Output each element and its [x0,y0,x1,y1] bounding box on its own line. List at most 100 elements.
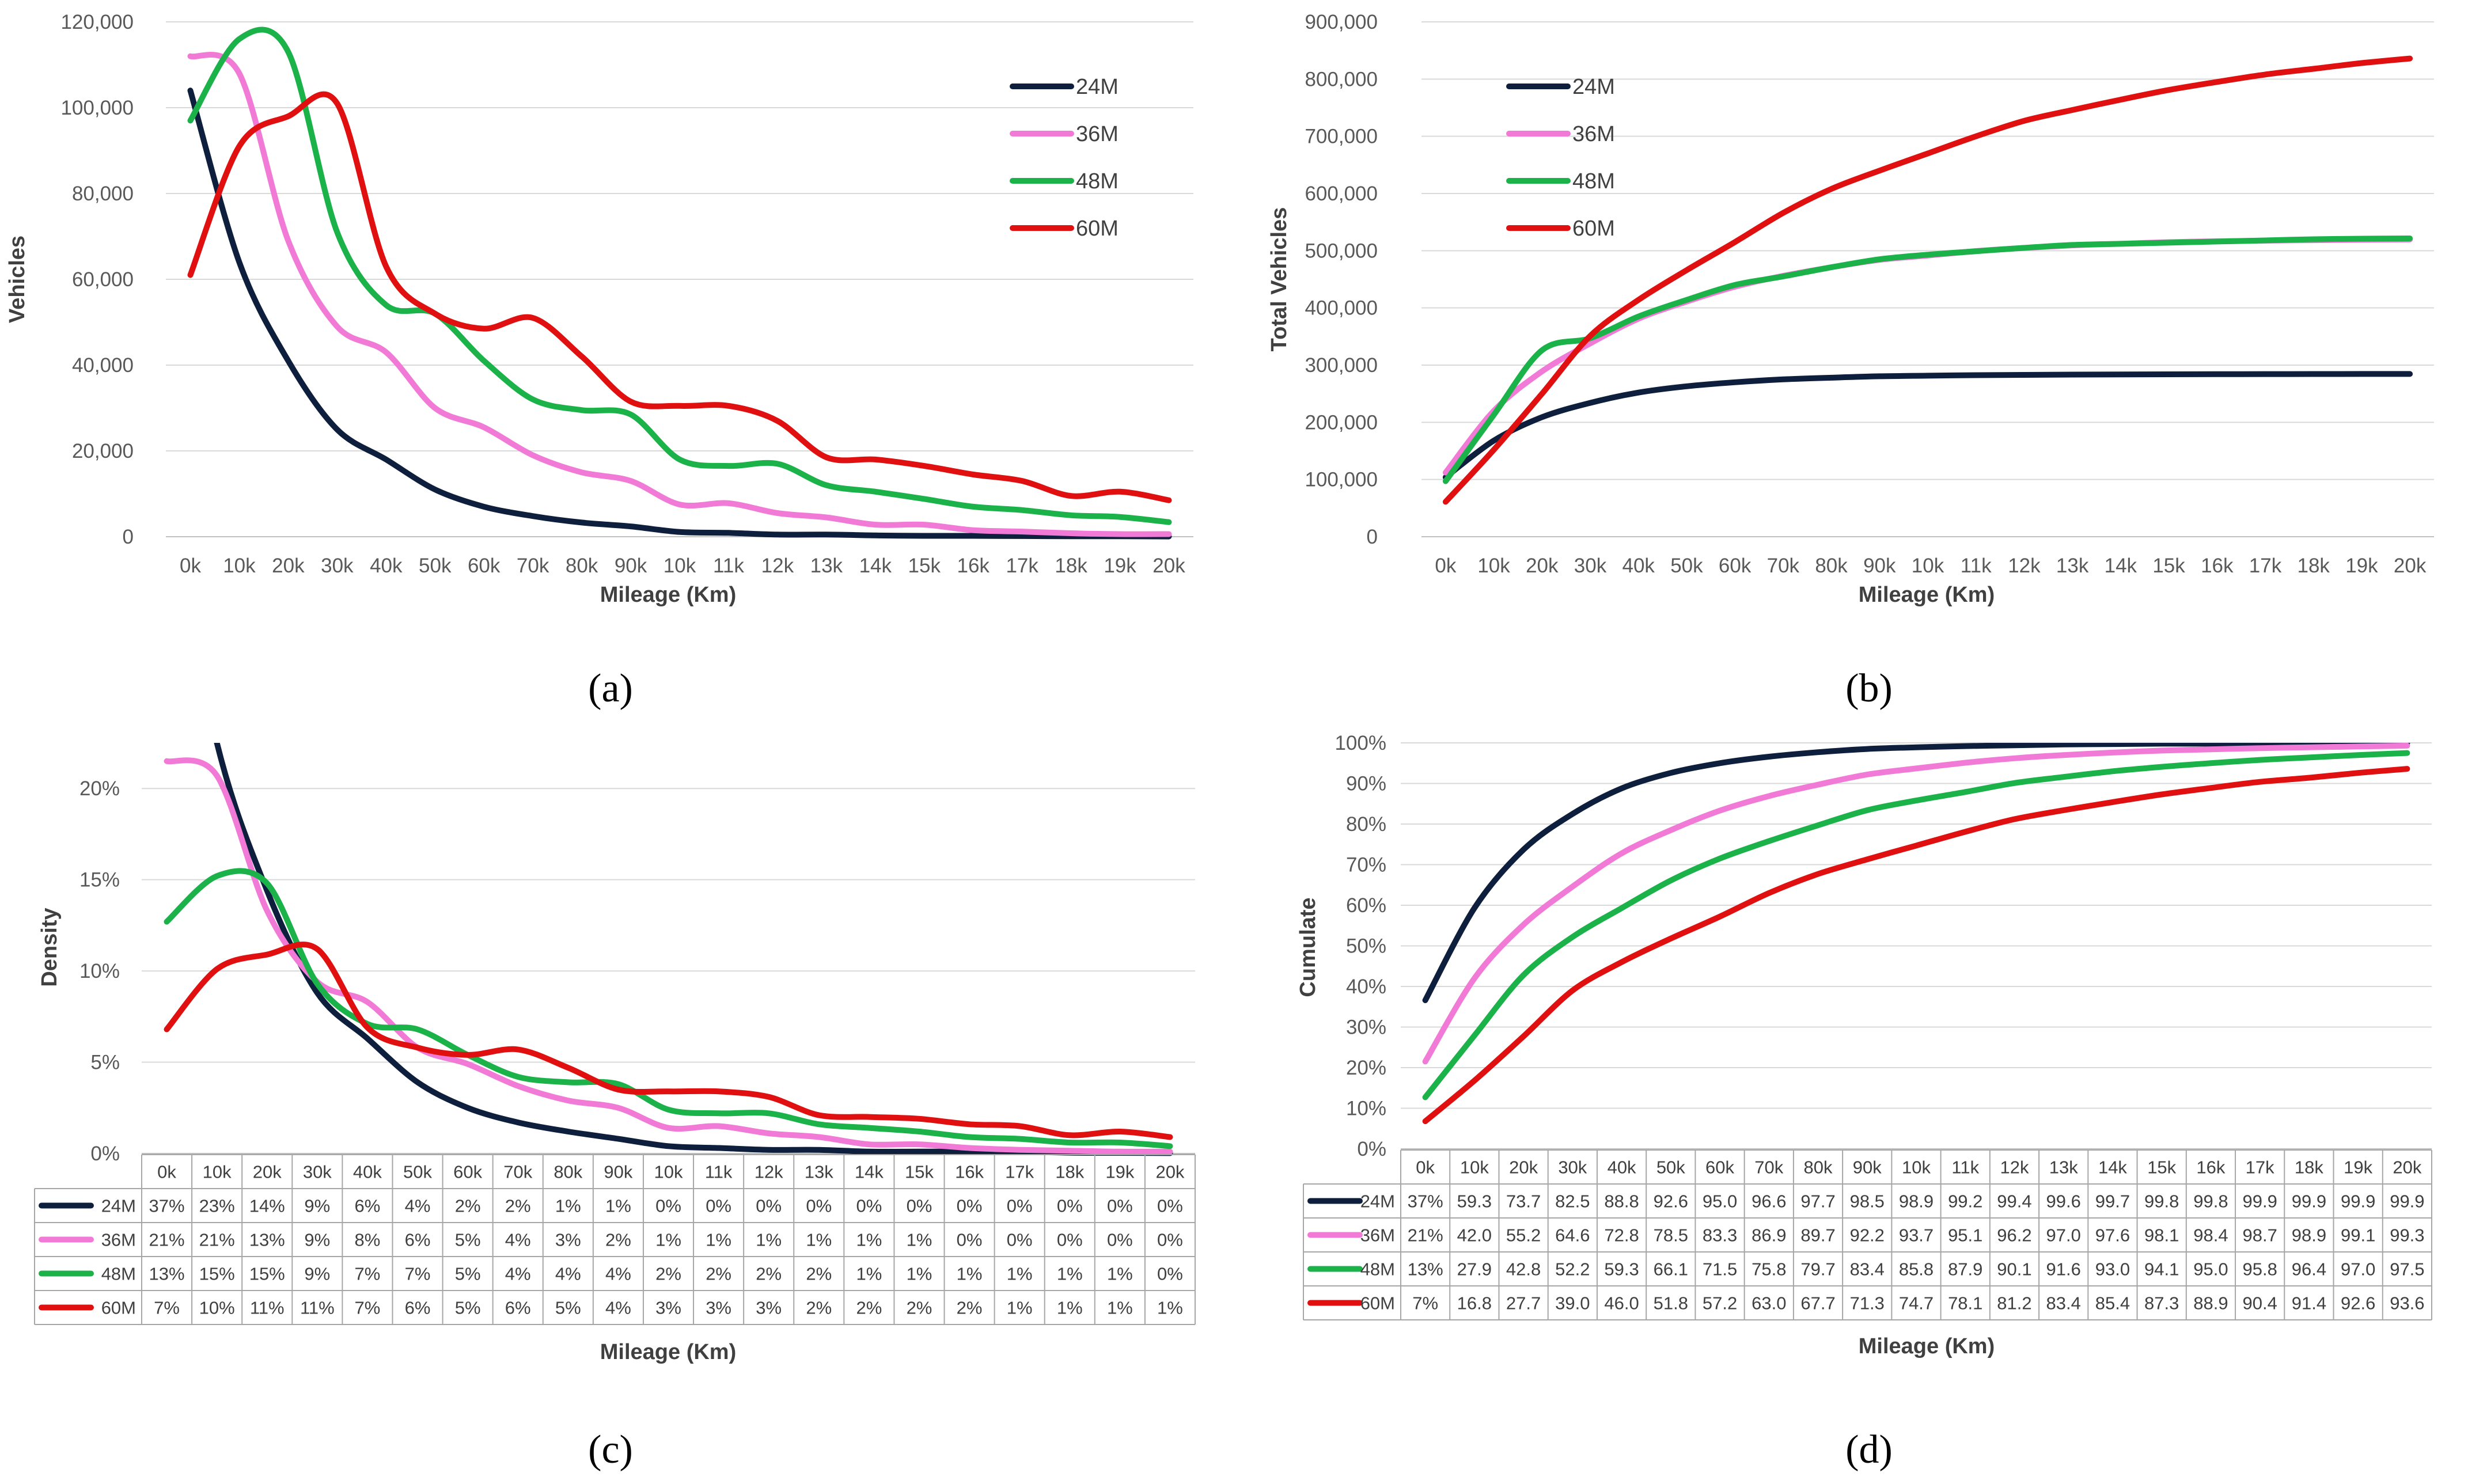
table-header-cell: 15k [2147,1157,2176,1178]
table-cell: 52.2 [1555,1259,1590,1280]
y-tick-label: 60% [1346,894,1386,917]
series-line-48M [164,868,1173,1149]
table-cell: 2% [655,1264,681,1284]
y-tick-label: 50% [1346,935,1386,958]
x-tick-label: 15k [908,555,941,577]
y-tick-label: 20% [1346,1057,1386,1079]
gridlines [1421,21,2434,537]
panel-label: (a) [588,666,633,711]
table-header-cell: 40k [1608,1157,1636,1178]
table-cell: 99.8 [2144,1191,2179,1212]
table-cell: 95.8 [2242,1259,2277,1280]
table-cell: 0% [706,1196,731,1216]
table-header-cell: 10k [1902,1157,1931,1178]
y-tick-label: 200,000 [1305,411,1378,434]
table-cell: 99.6 [2046,1191,2081,1212]
panel-d-cumulate-chart: 0% 10% 20% 30% 40% 50% 60% 70% 80% 90% 100% Mileage… [1296,732,2432,1472]
table-cell: 4% [605,1264,631,1284]
legend: 24M 36M 48M 60M [1010,75,1119,241]
y-tick-label: 20% [79,777,120,800]
table-cell: 96.2 [1997,1225,2031,1246]
table-cell: 1% [756,1230,782,1250]
table-cell: 91.4 [2292,1293,2326,1314]
table-cell: 81.2 [1997,1293,2031,1314]
table-cell: 9% [304,1264,330,1284]
table-header-cell: 90k [1853,1157,1882,1178]
panel-a-vehicles-chart: 0 20,000 40,000 60,000 80,000 100,000 120,000 0… [5,11,1193,711]
table-cell: 0% [1007,1230,1033,1250]
table-cell: 1% [1157,1298,1183,1318]
table-cell: 5% [455,1230,481,1250]
series-line-24M [187,88,1172,540]
table-cell: 97.6 [2095,1225,2130,1246]
legend-label: 60M [1572,217,1615,241]
x-tick-label: 17k [2249,555,2282,577]
table-cell: 13% [149,1264,185,1284]
series-line-60M [1442,55,2413,505]
y-tick-label: 0 [123,526,134,548]
table-cell: 87.9 [1948,1259,1982,1280]
table-cell: 97.0 [2341,1259,2375,1280]
table-cell: 66.1 [1654,1259,1688,1280]
table-cell: 0% [655,1196,681,1216]
y-tick-label: 70% [1346,854,1386,876]
table-cell: 1% [957,1264,983,1284]
table-cell: 51.8 [1654,1293,1688,1314]
table-cell: 73.7 [1506,1191,1541,1212]
table-cell: 4% [505,1230,531,1250]
table-cell: 4% [505,1264,531,1284]
table-cell: 78.1 [1948,1293,1982,1314]
table-cell: 6% [505,1298,531,1318]
table-cell: 57.2 [1703,1293,1737,1314]
table-cell: 3% [655,1298,681,1318]
x-tick-label: 0k [1435,555,1456,577]
table-cell: 1% [907,1230,932,1250]
table-cell: 87.3 [2144,1293,2179,1314]
y-tick-label: 0% [1357,1138,1386,1160]
table-cell: 5% [455,1264,481,1284]
table-cell: 9% [304,1196,330,1216]
x-tick-label: 20k [1526,555,1559,577]
table-cell: 93.0 [2095,1259,2130,1280]
table-cell: 16.8 [1457,1293,1492,1314]
panel-label: (b) [1845,666,1893,711]
table-cell: 0% [1157,1196,1183,1216]
x-tick-label: 10k [664,555,696,577]
y-tick-label: 0% [90,1143,120,1165]
table-cell: 1% [806,1230,832,1250]
table-cell: 2% [706,1264,731,1284]
y-tick-label: 60,000 [72,268,134,291]
series-line-48M [1442,236,2413,484]
x-tick-label: 14k [859,555,892,577]
table-header-cell: 50k [403,1162,432,1182]
table-cell: 13% [1408,1259,1443,1280]
table-cell: 90.1 [1997,1259,2031,1280]
legend-label: 24M [1572,75,1615,99]
table-cell: 1% [907,1264,932,1284]
table-cell: 63.0 [1752,1293,1786,1314]
table-cell: 23% [199,1196,235,1216]
y-tick-label: 600,000 [1305,183,1378,205]
table-cell: 59.3 [1457,1191,1492,1212]
table-cell: 0% [957,1196,983,1216]
table-cell: 83.4 [1850,1259,1885,1280]
table-cell: 71.5 [1703,1259,1737,1280]
table-cell: 1% [1007,1298,1033,1318]
x-axis-title: Mileage (Km) [1859,583,1995,607]
table-cell: 2% [806,1264,832,1284]
x-axis-title: Mileage (Km) [1859,1334,1995,1358]
table-header-cell: 20k [1155,1162,1184,1182]
legend-label: 60M [1076,217,1119,241]
y-tick-label: 100,000 [1305,469,1378,491]
table-header-cell: 12k [2000,1157,2029,1178]
series-line-48M [1422,750,2410,1100]
table-cell: 90.4 [2242,1293,2277,1314]
table-cell: 94.1 [2144,1259,2179,1280]
table-cell: 92.2 [1850,1225,1885,1246]
table-cell: 59.3 [1604,1259,1639,1280]
table-row-label: 48M [1360,1259,1395,1280]
table-cell: 99.8 [2193,1191,2228,1212]
table-cell: 2% [856,1298,882,1318]
table-cell: 85.8 [1899,1259,1934,1280]
